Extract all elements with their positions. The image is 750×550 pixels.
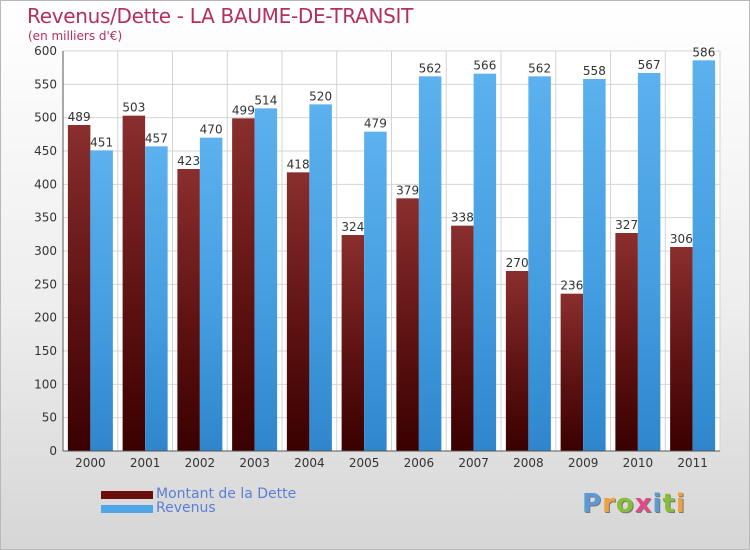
data-label-revenus: 520 (309, 89, 332, 103)
logo-letter: P (582, 489, 603, 519)
proxiti-logo: Proxiti (582, 489, 686, 519)
bar-revenus (528, 76, 551, 451)
bar-revenus (692, 60, 716, 451)
y-tick-label: 150 (34, 344, 57, 358)
x-tick-label: 2000 (75, 456, 106, 470)
bar-dette (177, 169, 200, 451)
data-label-revenus: 514 (254, 93, 277, 107)
y-tick-label: 300 (34, 244, 57, 258)
y-tick-label: 500 (34, 111, 57, 125)
logo-letter: x (634, 489, 653, 519)
bar-revenus (583, 79, 606, 451)
bar-revenus (90, 150, 113, 452)
data-label-dette: 503 (122, 101, 145, 115)
bar-revenus (637, 73, 661, 451)
x-tick-label: 2005 (349, 456, 380, 470)
bar-dette (67, 125, 91, 451)
data-label-revenus: 562 (419, 61, 442, 75)
x-tick-label: 2001 (130, 456, 161, 470)
chart-subtitle: (en milliers d'€) (28, 29, 123, 43)
bar-revenus (145, 146, 168, 452)
data-label-dette: 327 (615, 218, 638, 232)
y-tick-label: 0 (49, 444, 57, 458)
data-label-revenus: 470 (200, 123, 223, 137)
data-label-dette: 270 (506, 256, 529, 270)
bar-revenus (418, 76, 442, 451)
data-label-dette: 499 (232, 103, 255, 117)
bar-dette (286, 172, 310, 452)
y-tick-label: 450 (34, 144, 57, 158)
data-label-dette: 418 (287, 157, 310, 171)
bar-revenus (199, 137, 223, 451)
data-label-revenus: 558 (583, 64, 606, 78)
x-tick-label: 2008 (513, 456, 544, 470)
data-label-dette: 306 (670, 232, 693, 246)
logo-letter: r (602, 489, 616, 519)
y-tick-label: 250 (34, 277, 57, 291)
bar-revenus (364, 131, 387, 451)
x-tick-label: 2009 (568, 456, 599, 470)
data-label-dette: 423 (177, 154, 200, 168)
data-label-dette: 324 (341, 220, 364, 234)
legend-swatch-dette (101, 491, 153, 499)
data-label-dette: 236 (560, 279, 583, 293)
bar-dette (670, 247, 693, 451)
logo-letter: i (652, 489, 663, 519)
y-tick-label: 200 (34, 311, 57, 325)
logo-letter: i (675, 489, 686, 519)
x-tick-label: 2007 (458, 456, 489, 470)
y-tick-label: 50 (42, 411, 57, 425)
data-label-dette: 338 (451, 211, 474, 225)
data-label-revenus: 562 (528, 61, 551, 75)
y-tick-label: 350 (34, 211, 57, 225)
logo-letter: t (662, 489, 676, 519)
data-label-revenus: 566 (473, 59, 496, 73)
bar-dette (451, 225, 474, 451)
x-tick-label: 2002 (185, 456, 216, 470)
bar-dette (560, 293, 584, 451)
data-label-dette: 379 (396, 183, 419, 197)
bar-dette (615, 233, 638, 451)
bar-dette (505, 271, 529, 451)
data-label-revenus: 451 (90, 135, 113, 149)
bar-revenus (254, 108, 278, 451)
data-label-revenus: 586 (692, 45, 715, 59)
y-tick-label: 600 (34, 44, 57, 58)
x-tick-label: 2003 (239, 456, 270, 470)
x-tick-label: 2010 (623, 456, 654, 470)
data-label-revenus: 479 (364, 117, 387, 131)
bar-dette (122, 115, 146, 452)
chart-title: Revenus/Dette - LA BAUME-DE-TRANSIT (27, 4, 414, 28)
legend-swatch-revenus (101, 505, 153, 513)
bar-dette (341, 235, 365, 451)
x-tick-label: 2006 (404, 456, 435, 470)
data-label-revenus: 457 (145, 131, 168, 145)
legend-label-revenus: Revenus (156, 500, 216, 516)
x-tick-label: 2004 (294, 456, 325, 470)
y-tick-label: 400 (34, 177, 57, 191)
y-tick-label: 100 (34, 377, 57, 391)
bar-revenus (309, 104, 332, 451)
data-label-dette: 489 (68, 110, 91, 124)
x-tick-label: 2011 (677, 456, 708, 470)
logo-letter: o (615, 489, 635, 519)
legend-label-dette: Montant de la Dette (156, 486, 297, 502)
bar-revenus (473, 73, 497, 452)
y-tick-label: 550 (34, 77, 57, 91)
bar-dette (232, 118, 255, 451)
bar-dette (396, 198, 419, 451)
data-label-revenus: 567 (638, 58, 661, 72)
